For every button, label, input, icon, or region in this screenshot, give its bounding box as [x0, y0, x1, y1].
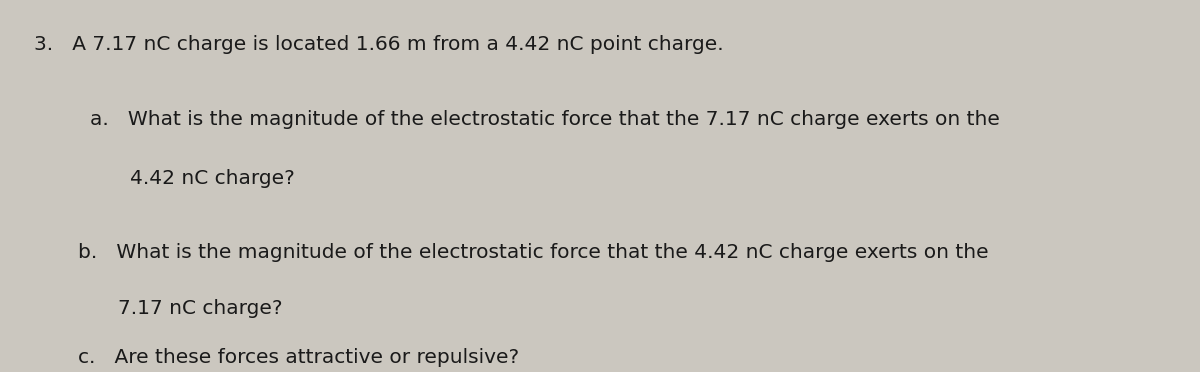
Text: 7.17 nC charge?: 7.17 nC charge?: [118, 299, 282, 318]
Text: 4.42 nC charge?: 4.42 nC charge?: [130, 169, 294, 188]
Text: a.   What is the magnitude of the electrostatic force that the 7.17 nC charge ex: a. What is the magnitude of the electros…: [90, 109, 1000, 129]
Text: c.   Are these forces attractive or repulsive?: c. Are these forces attractive or repuls…: [78, 347, 520, 367]
Text: b.   What is the magnitude of the electrostatic force that the 4.42 nC charge ex: b. What is the magnitude of the electros…: [78, 243, 989, 263]
Text: 3.   A 7.17 nC charge is located 1.66 m from a 4.42 nC point charge.: 3. A 7.17 nC charge is located 1.66 m fr…: [34, 35, 724, 54]
